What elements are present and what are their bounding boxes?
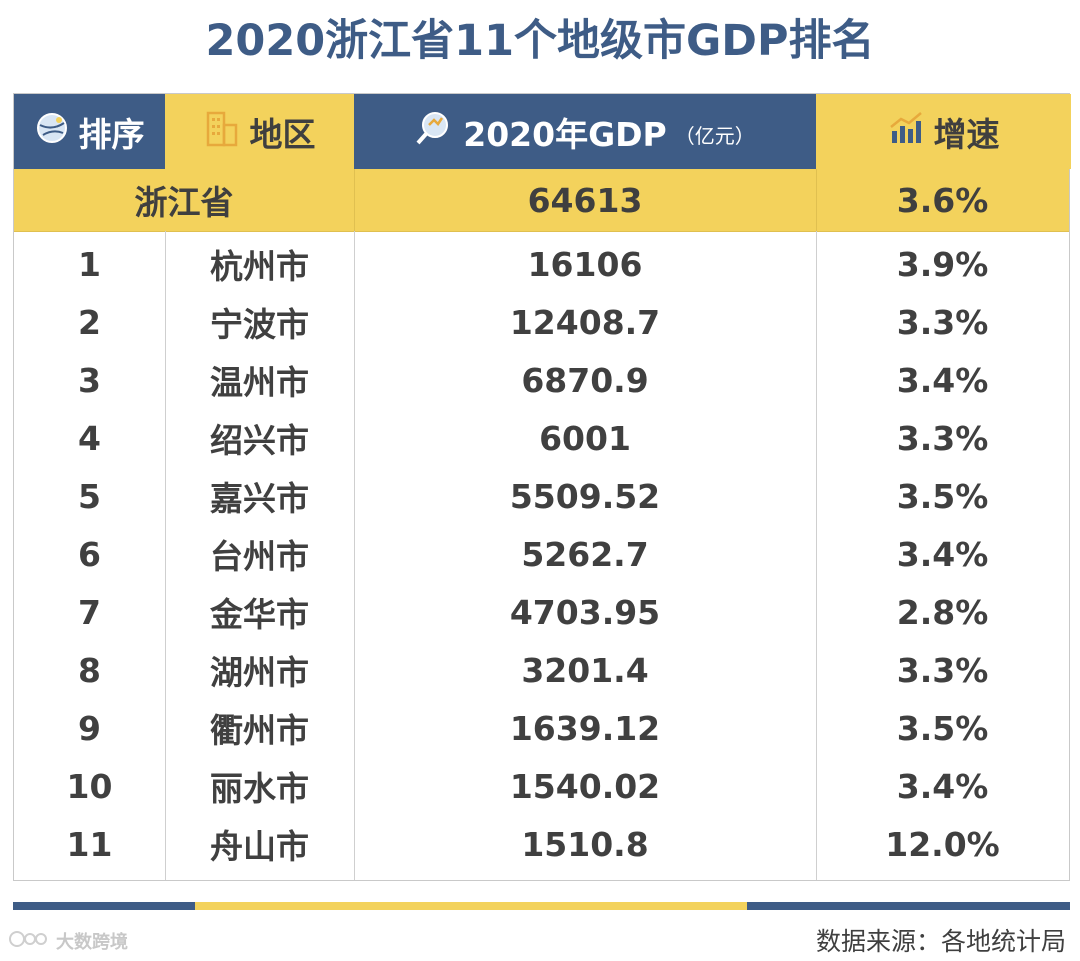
header-rank: 排序 [14, 94, 165, 169]
footer-bar-left [13, 902, 195, 910]
gdp-cell: 1510.8 [521, 824, 649, 864]
city-cell: 舟山市 [210, 827, 309, 866]
footer-bar-right [747, 902, 1070, 910]
building-icon [204, 109, 240, 155]
table-row: 11 舟山市 1510.8 12.0% [14, 815, 1069, 873]
footer-bar-middle [195, 902, 747, 910]
growth-cell: 3.3% [896, 302, 989, 342]
watermark: 大数跨境 [8, 926, 128, 956]
city-cell: 金华市 [210, 595, 309, 634]
rank-cell: 2 [78, 302, 101, 342]
growth-cell: 3.5% [896, 476, 989, 516]
table-row: 10 丽水市 1540.02 3.4% [14, 757, 1069, 815]
rank-cell: 8 [78, 650, 101, 690]
table-row: 8 湖州市 3201.4 3.3% [14, 641, 1069, 699]
magnifier-chart-icon [415, 109, 453, 155]
city-cell: 衢州市 [210, 711, 309, 750]
header-gdp-label: 2020年GDP [463, 114, 667, 154]
gdp-table: 排序 地区 2020年GDP （亿元） [13, 93, 1071, 881]
rank-cell: 6 [78, 534, 101, 574]
table-row: 3 温州市 6870.9 3.4% [14, 351, 1069, 409]
header-gdp-unit: （亿元） [674, 124, 755, 148]
gdp-cell: 5509.52 [509, 476, 661, 516]
header-growth-label: 增速 [933, 114, 1000, 154]
header-gdp: 2020年GDP （亿元） [354, 94, 816, 169]
city-cell: 温州市 [210, 363, 309, 402]
growth-cell: 3.4% [896, 534, 989, 574]
growth-cell: 3.3% [896, 650, 989, 690]
city-cell: 杭州市 [210, 247, 309, 286]
column-divider [816, 169, 817, 231]
column-divider [354, 231, 355, 880]
rank-cell: 10 [66, 766, 113, 806]
city-cell: 绍兴市 [210, 421, 309, 460]
growth-cell: 3.4% [896, 360, 989, 400]
rank-cell: 3 [78, 360, 101, 400]
watermark-logo-icon [8, 928, 50, 955]
data-source: 数据来源：各地统计局 [815, 927, 1066, 956]
province-growth: 3.6% [896, 180, 989, 220]
growth-chart-icon [888, 111, 924, 153]
growth-cell: 3.9% [896, 244, 989, 284]
province-name: 浙江省 [134, 183, 234, 222]
province-row: 浙江省 64613 3.6% [14, 169, 1069, 232]
growth-cell: 3.5% [896, 708, 989, 748]
growth-cell: 3.3% [896, 418, 989, 458]
gdp-cell: 6870.9 [521, 360, 649, 400]
gdp-cell: 5262.7 [521, 534, 649, 574]
gdp-cell: 6001 [539, 418, 631, 458]
rank-cell: 5 [78, 476, 101, 516]
growth-cell: 2.8% [896, 592, 989, 632]
city-cell: 湖州市 [210, 653, 309, 692]
globe-icon [35, 111, 69, 153]
province-gdp: 64613 [527, 180, 643, 220]
table-row: 5 嘉兴市 5509.52 3.5% [14, 467, 1069, 525]
table-row: 9 衢州市 1639.12 3.5% [14, 699, 1069, 757]
gdp-cell: 4703.95 [509, 592, 661, 632]
header-rank-label: 排序 [78, 114, 145, 154]
gdp-cell: 16106 [527, 244, 643, 284]
header-region: 地区 [165, 94, 354, 169]
column-divider [165, 231, 166, 880]
rank-cell: 9 [78, 708, 101, 748]
gdp-cell: 3201.4 [521, 650, 649, 690]
page-title: 2020浙江省11个地级市GDP排名 [205, 16, 875, 66]
column-divider [816, 231, 817, 880]
gdp-cell: 1639.12 [509, 708, 661, 748]
rank-cell: 1 [78, 244, 101, 284]
table-row: 6 台州市 5262.7 3.4% [14, 525, 1069, 583]
column-divider [354, 169, 355, 231]
city-cell: 宁波市 [210, 305, 309, 344]
table-row: 2 宁波市 12408.7 3.3% [14, 293, 1069, 351]
rank-cell: 11 [66, 824, 113, 864]
table-row: 7 金华市 4703.95 2.8% [14, 583, 1069, 641]
growth-cell: 3.4% [896, 766, 989, 806]
header-region-label: 地区 [249, 114, 316, 154]
header-growth: 增速 [816, 94, 1071, 169]
table-row: 4 绍兴市 6001 3.3% [14, 409, 1069, 467]
table-row: 1 杭州市 16106 3.9% [14, 235, 1069, 293]
city-cell: 台州市 [210, 537, 309, 576]
city-cell: 嘉兴市 [210, 479, 309, 518]
watermark-text: 大数跨境 [56, 932, 128, 953]
rank-cell: 7 [78, 592, 101, 632]
gdp-cell: 1540.02 [509, 766, 661, 806]
city-cell: 丽水市 [210, 769, 309, 808]
gdp-cell: 12408.7 [509, 302, 661, 342]
rank-cell: 4 [78, 418, 101, 458]
growth-cell: 12.0% [885, 824, 1000, 864]
